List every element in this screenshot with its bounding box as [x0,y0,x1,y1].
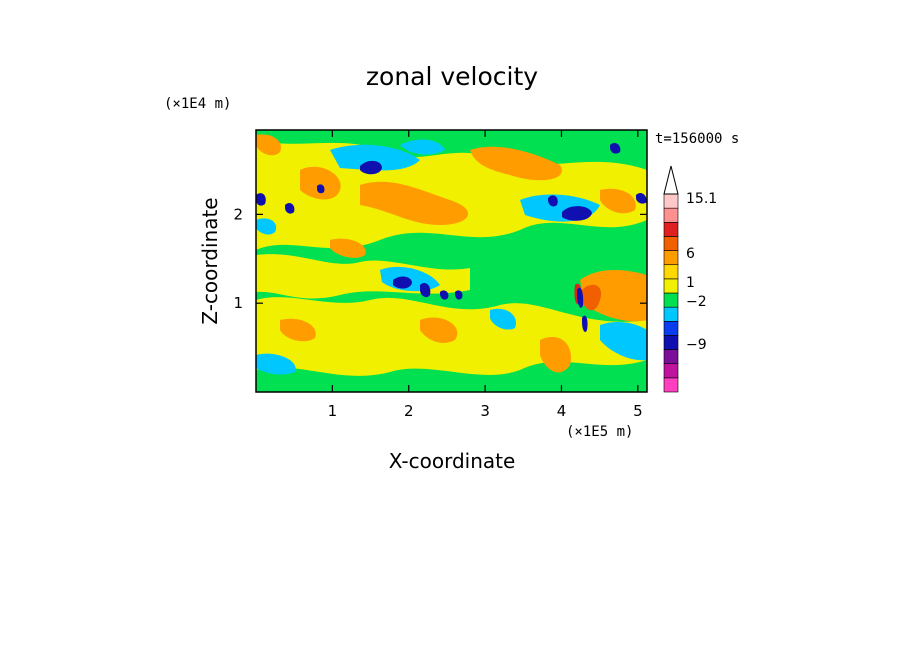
colorbar-overflow-arrow [663,165,679,195]
y-axis-label: Z-coordinate [198,197,222,324]
field-patch [548,195,558,207]
field-patch [490,308,516,330]
field-patch [440,290,449,300]
field-patch [470,146,562,181]
plot-frame [255,129,648,393]
colorbar-band [663,377,679,393]
y-tick-label: 1 [233,294,243,312]
colorbar-band [663,306,679,322]
colorbar-band [663,335,679,350]
x-axis-label: X-coordinate [389,449,516,473]
y-tick-label: 2 [233,205,243,223]
field-patch [600,322,647,361]
colorbar-band [663,236,679,251]
field-patch [256,134,281,156]
field-patch [610,142,621,154]
field-patch [285,202,295,214]
colorbar-label: −9 [686,337,707,353]
colorbar-band [663,264,679,280]
field-patch [562,206,592,221]
colorbar-band [663,349,679,365]
colorbar-band [663,193,679,209]
field-patch [317,184,325,194]
colorbar-band [663,207,679,223]
field-patch [360,181,469,225]
x-axis: 1 2 3 4 5 [328,130,643,420]
x-tick-label: 5 [633,402,643,420]
colorbar-band [663,363,679,379]
x-tick-label: 3 [480,402,490,420]
colorbar-label: 6 [686,246,695,262]
field-patch [580,270,647,322]
field-patch [577,287,584,308]
field-patch [256,193,266,206]
field-patch [256,353,296,375]
colorbar-label: −2 [686,294,707,310]
field-patch [330,238,366,258]
chart-title: zonal velocity [366,62,538,91]
field-patch [360,160,382,175]
field-patch [280,318,316,342]
field-patch [400,139,445,155]
colorbar-band [663,221,679,237]
field-patch [600,188,636,214]
field-patch [393,276,412,289]
field-patch [330,144,420,171]
field-patch [455,290,463,300]
y-scale-label: (×1E4 m) [164,96,231,112]
colorbar-label: 15.1 [686,191,717,207]
x-scale-label: (×1E5 m) [566,424,633,440]
x-tick-label: 4 [557,402,567,420]
colorbar-band [663,292,679,308]
field-patch [420,317,458,343]
field-patch [636,192,647,204]
colorbar: 15.1 6 1 −2 −9 [663,165,717,393]
colorbar-band [663,250,679,266]
y-axis: 12 [233,205,647,312]
field-patch [420,283,431,298]
x-tick-label: 1 [328,402,338,420]
colorbar-label: 1 [686,275,695,291]
field-patch [300,166,341,200]
field-patch [540,336,571,373]
field-patch [582,315,588,333]
colorbar-band [663,278,679,294]
time-label: t=156000 s [655,131,739,147]
field-patch [582,284,602,311]
x-tick-label: 2 [404,402,414,420]
field-patch [256,218,277,235]
velocity-field [256,130,647,392]
colorbar-band [663,320,679,336]
